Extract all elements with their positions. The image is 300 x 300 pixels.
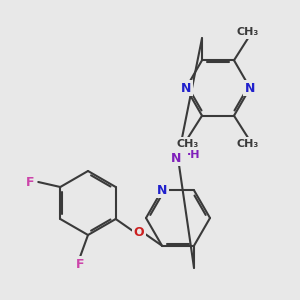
Text: F: F — [76, 257, 84, 271]
Text: F: F — [26, 176, 34, 188]
Text: O: O — [134, 226, 144, 239]
Text: ·H: ·H — [187, 150, 200, 160]
Text: CH₃: CH₃ — [177, 139, 199, 149]
Text: CH₃: CH₃ — [237, 139, 259, 149]
Text: N: N — [245, 82, 255, 94]
Text: CH₃: CH₃ — [237, 27, 259, 37]
Text: N: N — [181, 82, 191, 94]
Text: N: N — [157, 184, 167, 197]
Text: N: N — [171, 152, 181, 164]
